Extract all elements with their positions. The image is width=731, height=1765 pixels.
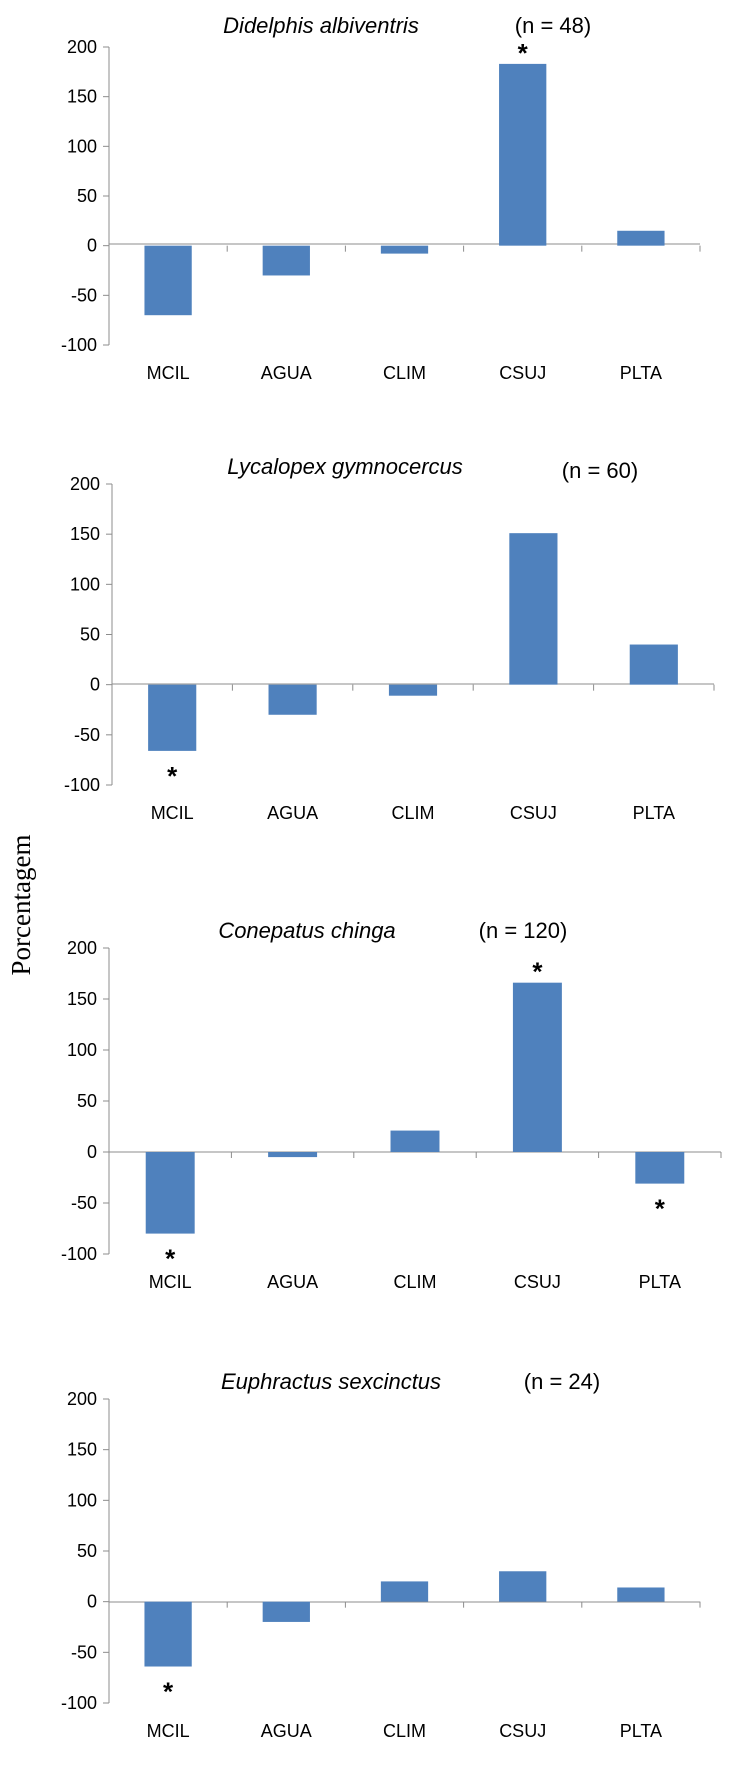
bar-clim <box>390 1130 440 1152</box>
y-tick-label: 50 <box>80 625 100 645</box>
x-tick-label: MCIL <box>151 803 194 823</box>
y-tick-label: 100 <box>67 136 97 156</box>
x-tick-label: MCIL <box>147 1721 190 1741</box>
chart-title: Didelphis albiventris <box>223 13 419 38</box>
significance-star: * <box>163 1677 174 1707</box>
y-tick-label: 200 <box>67 938 97 958</box>
y-tick-label: -100 <box>61 335 97 355</box>
y-tick-label: 100 <box>67 1490 97 1510</box>
chart-euphractus: Euphractus sexcinctus (n = 24) 200 150 100… <box>61 1369 701 1741</box>
bar-mcil <box>144 1601 192 1667</box>
x-tick-label: PLTA <box>639 1272 681 1292</box>
y-tick-label: 0 <box>90 675 100 695</box>
x-tick-label: MCIL <box>147 363 190 383</box>
x-tick-label: CSUJ <box>499 363 546 383</box>
chart-n-label: (n = 48) <box>515 13 591 38</box>
significance-star: * <box>518 38 529 68</box>
chart-conepatus: Conepatus chinga (n = 120) 200 150 100 50 0 -… <box>61 918 722 1292</box>
x-tick-label: CLIM <box>393 1272 436 1292</box>
bar-csuj <box>499 1571 547 1602</box>
bar-mcil <box>145 1152 195 1234</box>
significance-star: * <box>655 1194 666 1224</box>
y-tick-label: 0 <box>87 1142 97 1162</box>
x-tick-label: AGUA <box>261 1721 312 1741</box>
bar-clim <box>380 245 429 254</box>
x-tick-label: CSUJ <box>499 1721 546 1741</box>
significance-star: * <box>167 761 178 791</box>
chart-title: Euphractus sexcinctus <box>221 1369 441 1394</box>
significance-star: * <box>532 957 543 987</box>
x-tick-label: CSUJ <box>514 1272 561 1292</box>
x-tick-label: AGUA <box>267 1272 318 1292</box>
bar-mcil <box>148 684 197 751</box>
y-tick-label: -50 <box>71 1193 97 1213</box>
bar-agua <box>268 1152 318 1158</box>
bar-clim <box>380 1581 429 1602</box>
chart-title: Conepatus chinga <box>218 918 395 943</box>
y-tick-label: 0 <box>87 236 97 256</box>
y-tick-label: -50 <box>74 725 100 745</box>
y-tick-label: 150 <box>70 524 100 544</box>
x-tick-label: CLIM <box>391 803 434 823</box>
y-tick-label: 50 <box>77 186 97 206</box>
chart-didelphis: Didelphis albiventris (n = 48) 200 150 100… <box>61 13 701 383</box>
chart-n-label: (n = 120) <box>479 918 568 943</box>
bar-clim <box>388 684 438 696</box>
x-tick-label: AGUA <box>261 363 312 383</box>
bar-agua <box>268 684 317 715</box>
y-axis-label: Porcentagem <box>6 835 36 976</box>
significance-star: * <box>165 1244 176 1274</box>
x-tick-label: CLIM <box>383 1721 426 1741</box>
y-tick-label: -50 <box>71 1642 97 1662</box>
y-tick-label: 150 <box>67 989 97 1009</box>
bar-csuj <box>509 533 558 685</box>
x-tick-label: CSUJ <box>510 803 557 823</box>
chart-n-label: (n = 24) <box>524 1369 600 1394</box>
y-tick-label: -100 <box>61 1244 97 1264</box>
y-tick-label: -100 <box>64 775 100 795</box>
chart-title: Lycalopex gymnocercus <box>227 454 463 479</box>
x-tick-label: CLIM <box>383 363 426 383</box>
chart-lycalopex: Lycalopex gymnocercus (n = 60) 200 150 100… <box>64 454 715 823</box>
bar-agua <box>262 245 310 276</box>
y-tick-label: 100 <box>70 574 100 594</box>
y-tick-label: 150 <box>67 1440 97 1460</box>
y-tick-label: -100 <box>61 1693 97 1713</box>
y-tick-label: 50 <box>77 1541 97 1561</box>
bar-plta <box>617 230 665 246</box>
y-tick-label: 200 <box>70 474 100 494</box>
y-tick-label: 50 <box>77 1091 97 1111</box>
y-tick-label: 0 <box>87 1592 97 1612</box>
x-tick-label: AGUA <box>267 803 318 823</box>
x-tick-label: PLTA <box>620 1721 662 1741</box>
bar-csuj <box>512 982 562 1152</box>
y-tick-label: 100 <box>67 1040 97 1060</box>
chart-n-label: (n = 60) <box>562 458 638 483</box>
bar-mcil <box>144 245 192 316</box>
y-tick-label: 200 <box>67 37 97 57</box>
bar-plta <box>629 644 678 685</box>
x-tick-label: PLTA <box>633 803 675 823</box>
bar-agua <box>262 1601 310 1622</box>
x-tick-label: MCIL <box>149 1272 192 1292</box>
y-tick-label: 200 <box>67 1389 97 1409</box>
bar-plta <box>617 1587 665 1602</box>
bar-csuj <box>499 63 547 246</box>
y-tick-label: -50 <box>71 285 97 305</box>
y-tick-label: 150 <box>67 87 97 107</box>
bar-plta <box>635 1152 685 1184</box>
x-tick-label: PLTA <box>620 363 662 383</box>
